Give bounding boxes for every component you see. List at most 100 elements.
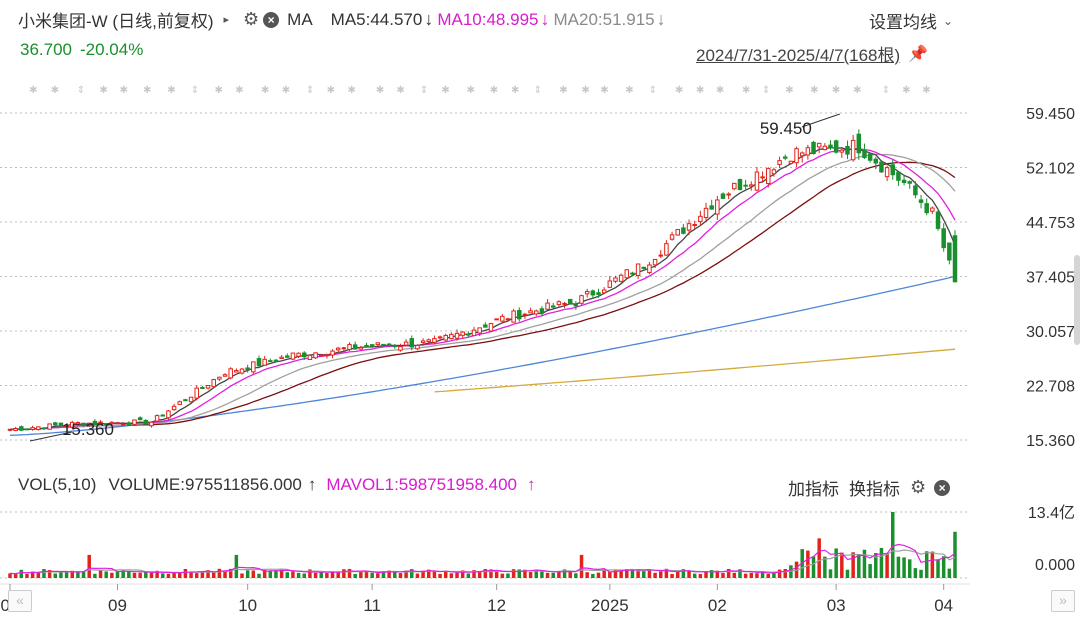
candle-body xyxy=(313,352,318,359)
candle-body xyxy=(47,423,52,430)
volume-bar xyxy=(857,554,861,578)
volume-bar xyxy=(404,570,408,578)
stock-title[interactable]: 小米集团-W (日线,前复权) xyxy=(18,12,214,31)
close-indicator-icon[interactable]: × xyxy=(934,479,951,496)
volume-bar xyxy=(806,550,810,578)
candle-body xyxy=(545,302,550,310)
volume-bar xyxy=(76,571,80,578)
candle-body xyxy=(805,147,811,156)
candle-body xyxy=(171,405,177,411)
volume-bar xyxy=(664,568,669,578)
x-tick-label: 11 xyxy=(363,596,381,615)
volume-bar xyxy=(30,571,35,578)
ma-settings-button[interactable]: 设置均线 ⌄ xyxy=(869,8,953,33)
volume-chart[interactable]: 13.4亿0.00008091011122025020304 xyxy=(0,500,1080,618)
y-tick-label: 37.405 xyxy=(1026,270,1075,287)
volume-bar xyxy=(902,557,906,578)
candle-body xyxy=(703,207,709,219)
candle-body xyxy=(698,215,703,223)
volume-bar xyxy=(506,573,510,578)
candle-body xyxy=(166,410,171,419)
candle-body xyxy=(477,327,482,334)
volume-bar xyxy=(268,570,273,578)
candle-body xyxy=(782,156,788,159)
volume-bar xyxy=(161,573,165,578)
event-marker-icon: ✱ xyxy=(396,85,404,96)
candle-body xyxy=(709,205,714,210)
candle-body xyxy=(64,424,69,428)
title-dropdown-icon[interactable]: ▸ xyxy=(223,14,230,26)
volume-bar xyxy=(494,571,499,578)
ma10-down-arrow-icon: ↓ xyxy=(540,9,550,29)
date-range[interactable]: 2024/7/31-2025/4/7(168根) xyxy=(696,46,901,65)
ma250-line xyxy=(434,348,956,393)
volume-bar xyxy=(228,568,233,578)
candle-body xyxy=(398,346,403,351)
close-ma-icon[interactable]: × xyxy=(263,11,280,28)
volume-bar xyxy=(636,569,640,578)
volume-bar xyxy=(53,573,58,578)
event-marker-icon: ✱ xyxy=(511,85,519,96)
switch-indicator-button[interactable]: 换指标 xyxy=(849,480,900,499)
price-chart[interactable]: 59.450 52.102 44.753 37.405 30.057 22.708 15.3… xyxy=(0,0,1080,470)
scroll-left-button[interactable]: « xyxy=(8,590,32,612)
volume-bar xyxy=(726,568,731,578)
volume-bar xyxy=(319,572,323,578)
candle-body xyxy=(143,419,149,425)
y-tick-label: 22.708 xyxy=(1026,379,1075,396)
candle-body xyxy=(528,310,533,314)
event-marker-icon: ⇕ xyxy=(191,85,199,96)
candle-body xyxy=(75,422,81,426)
ma10-value: MA10:48.995 xyxy=(437,9,539,29)
pin-icon[interactable]: 📌 xyxy=(908,45,929,63)
candle-body xyxy=(867,153,873,161)
volume-bar xyxy=(166,573,171,578)
volume-bar xyxy=(675,571,680,578)
candle-body xyxy=(183,399,188,402)
candle-body xyxy=(341,347,347,350)
volume-bar xyxy=(568,570,572,578)
x-tick-label: 04 xyxy=(934,596,953,615)
volume-bar xyxy=(585,572,589,578)
volume-bar xyxy=(874,552,878,578)
candle-body xyxy=(302,352,307,358)
candle-body xyxy=(613,277,618,282)
add-indicator-button[interactable]: 加指标 xyxy=(788,480,839,499)
candle-body xyxy=(149,421,154,427)
ma-settings-label[interactable]: 设置均线 xyxy=(869,13,937,32)
candle-body xyxy=(505,318,511,321)
indicator-gear-icon[interactable]: ⚙ xyxy=(910,477,927,497)
ma10-line xyxy=(9,148,956,431)
volume-bar xyxy=(455,572,459,578)
volume-bar xyxy=(715,570,720,578)
volume-bar xyxy=(891,512,895,578)
volume-bar xyxy=(472,570,476,578)
volume-bar xyxy=(240,573,244,578)
candle-body xyxy=(375,342,381,346)
volume-bar xyxy=(13,573,18,578)
candle-body xyxy=(766,168,771,184)
candle-body xyxy=(228,368,233,379)
volume-bar xyxy=(879,547,884,578)
volume-bar xyxy=(285,572,290,578)
candle-body xyxy=(488,323,494,332)
candle-body xyxy=(177,401,183,405)
ma-settings-gear-icon[interactable]: ⚙ xyxy=(243,9,260,29)
volume-bar xyxy=(562,569,567,578)
volume-bar xyxy=(325,573,329,578)
volume-bar xyxy=(81,571,86,578)
volume-bar xyxy=(178,572,182,578)
event-marker-icon: ✱ xyxy=(716,85,724,96)
scroll-right-button[interactable]: » xyxy=(1051,590,1075,612)
volume-bar xyxy=(336,571,340,578)
volume-bar xyxy=(347,568,352,578)
event-marker-icon: ⇕ xyxy=(77,85,85,96)
volume-bar xyxy=(885,552,889,578)
event-marker-icon: ⇕ xyxy=(762,85,770,96)
volume-bar xyxy=(291,571,295,578)
volume-bar xyxy=(698,574,703,578)
vertical-scrollbar[interactable] xyxy=(1074,255,1080,345)
candle-body xyxy=(273,359,279,362)
candle-body xyxy=(856,133,862,154)
candle-body xyxy=(879,161,884,173)
